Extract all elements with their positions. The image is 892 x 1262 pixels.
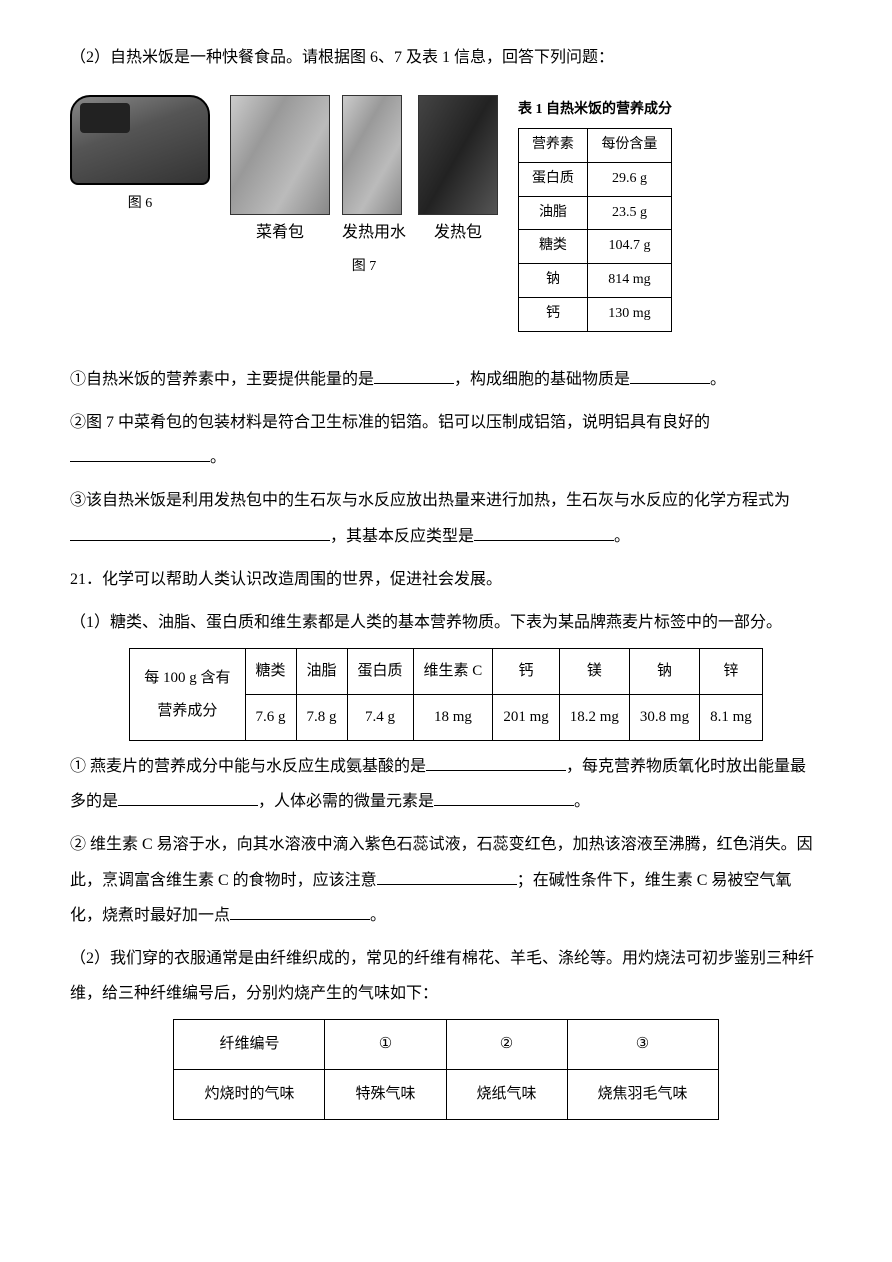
q21-stem: 21．化学可以帮助人类认识改造周围的世界，促进社会发展。 [70, 562, 822, 597]
t1r2v: 104.7 g [587, 230, 671, 264]
oat-v4: 201 mg [493, 695, 559, 741]
nutrition-table-1: 表 1 自热米饭的营养成分 营养素 每份含量 蛋白质29.6 g 油脂23.5 … [518, 95, 672, 332]
oat-h3: 维生素 C [413, 649, 493, 695]
packet-heat [418, 95, 498, 215]
fiber-table: 纤维编号 ① ② ③ 灼烧时的气味 特殊气味 烧纸气味 烧焦羽毛气味 [173, 1019, 718, 1120]
oat-h2: 蛋白质 [347, 649, 413, 695]
q21-i-d: 。 [574, 793, 590, 810]
fiber-r1c1: ① [325, 1020, 446, 1070]
table1-h2: 每份含量 [587, 128, 671, 162]
fig6-caption: 图 6 [70, 189, 210, 220]
oat-v0: 7.6 g [245, 695, 296, 741]
blank[interactable] [377, 865, 517, 884]
oat-h1: 油脂 [296, 649, 347, 695]
blank[interactable] [374, 365, 454, 384]
oat-v2: 7.4 g [347, 695, 413, 741]
oat-h4: 钙 [493, 649, 559, 695]
blank[interactable] [70, 521, 330, 540]
packet-label-c: 发热包 [418, 215, 498, 250]
t1r0n: 蛋白质 [519, 162, 588, 196]
figure-row: 图 6 菜肴包 发热用水 发热包 图 7 表 1 自热米饭的营养成分 营养素 每… [70, 95, 822, 332]
oat-h7: 锌 [700, 649, 763, 695]
oat-h6: 钠 [629, 649, 699, 695]
oat-row-label-b: 营养成分 [157, 703, 217, 719]
packet-caiyao [230, 95, 330, 215]
q20-iii-a: ③该自热米饭是利用发热包中的生石灰与水反应放出热量来进行加热，生石灰与水反应的化… [70, 492, 790, 509]
table1-caption: 表 1 自热米饭的营养成分 [518, 95, 672, 126]
fiber-r2c2: 烧纸气味 [446, 1070, 567, 1120]
q21-i-a: ① 燕麦片的营养成分中能与水反应生成氨基酸的是 [70, 758, 426, 775]
q21-p1: （1）糖类、油脂、蛋白质和维生素都是人类的基本营养物质。下表为某品牌燕麦片标签中… [70, 605, 822, 640]
q20-ii-b: 。 [210, 449, 226, 466]
blank[interactable] [118, 787, 258, 806]
q21-i: ① 燕麦片的营养成分中能与水反应生成氨基酸的是，每克营养物质氧化时放出能量最多的… [70, 749, 822, 819]
q20-iii-b: ，其基本反应类型是 [330, 528, 474, 545]
q20-i-a: ①自热米饭的营养素中，主要提供能量的是 [70, 371, 374, 388]
t1r3n: 钠 [519, 264, 588, 298]
t1r1v: 23.5 g [587, 196, 671, 230]
q20-i-b: ，构成细胞的基础物质是 [454, 371, 630, 388]
table1-h1: 营养素 [519, 128, 588, 162]
packet-water [342, 95, 402, 215]
q20-ii: ②图 7 中菜肴包的包装材料是符合卫生标准的铝箔。铝可以压制成铝箔，说明铝具有良… [70, 405, 822, 475]
oat-row-label-a: 每 100 g 含有 [144, 670, 230, 686]
q20-iii: ③该自热米饭是利用发热包中的生石灰与水反应放出热量来进行加热，生石灰与水反应的化… [70, 483, 822, 553]
t1r1n: 油脂 [519, 196, 588, 230]
packet-label-b: 发热用水 [342, 215, 406, 250]
oat-v1: 7.8 g [296, 695, 347, 741]
blank[interactable] [426, 752, 566, 771]
packet-label-a: 菜肴包 [230, 215, 330, 250]
oat-v3: 18 mg [413, 695, 493, 741]
q20-ii-a: ②图 7 中菜肴包的包装材料是符合卫生标准的铝箔。铝可以压制成铝箔，说明铝具有良… [70, 414, 710, 431]
oat-table: 每 100 g 含有 营养成分 糖类 油脂 蛋白质 维生素 C 钙 镁 钠 锌 … [129, 648, 763, 741]
blank[interactable] [70, 443, 210, 462]
q20-part2-intro: （2）自热米饭是一种快餐食品。请根据图 6、7 及表 1 信息，回答下列问题： [70, 40, 822, 75]
q20-i-c: 。 [710, 371, 726, 388]
oat-v7: 8.1 mg [700, 695, 763, 741]
t1r4v: 130 mg [587, 297, 671, 331]
t1r4n: 钙 [519, 297, 588, 331]
oat-h5: 镁 [559, 649, 629, 695]
fiber-r2c3: 烧焦羽毛气味 [567, 1070, 718, 1120]
figure-7: 菜肴包 发热用水 发热包 图 7 [230, 95, 498, 283]
oat-h0: 糖类 [245, 649, 296, 695]
figure-6: 图 6 [70, 95, 210, 220]
t1r0v: 29.6 g [587, 162, 671, 196]
oat-v6: 30.8 mg [629, 695, 699, 741]
blank[interactable] [474, 521, 614, 540]
q21-ii: ② 维生素 C 易溶于水，向其水溶液中滴入紫色石蕊试液，石蕊变红色，加热该溶液至… [70, 827, 822, 933]
q20-i: ①自热米饭的营养素中，主要提供能量的是 ，构成细胞的基础物质是 。 [70, 362, 822, 397]
fiber-r1c2: ② [446, 1020, 567, 1070]
fiber-r2c0: 灼烧时的气味 [174, 1070, 325, 1120]
fiber-r1c3: ③ [567, 1020, 718, 1070]
oat-v5: 18.2 mg [559, 695, 629, 741]
t1r3v: 814 mg [587, 264, 671, 298]
t1r2n: 糖类 [519, 230, 588, 264]
fiber-r1c0: 纤维编号 [174, 1020, 325, 1070]
fig6-image [70, 95, 210, 185]
blank[interactable] [630, 365, 710, 384]
fig7-caption: 图 7 [230, 252, 498, 283]
q21-ii-c: 。 [370, 907, 386, 924]
blank[interactable] [230, 901, 370, 920]
fiber-r2c1: 特殊气味 [325, 1070, 446, 1120]
oat-row-label: 每 100 g 含有 营养成分 [130, 649, 245, 741]
q21-i-c: ，人体必需的微量元素是 [258, 793, 434, 810]
q21-p2: （2）我们穿的衣服通常是由纤维织成的，常见的纤维有棉花、羊毛、涤纶等。用灼烧法可… [70, 941, 822, 1011]
blank[interactable] [434, 787, 574, 806]
q20-iii-c: 。 [614, 528, 630, 545]
